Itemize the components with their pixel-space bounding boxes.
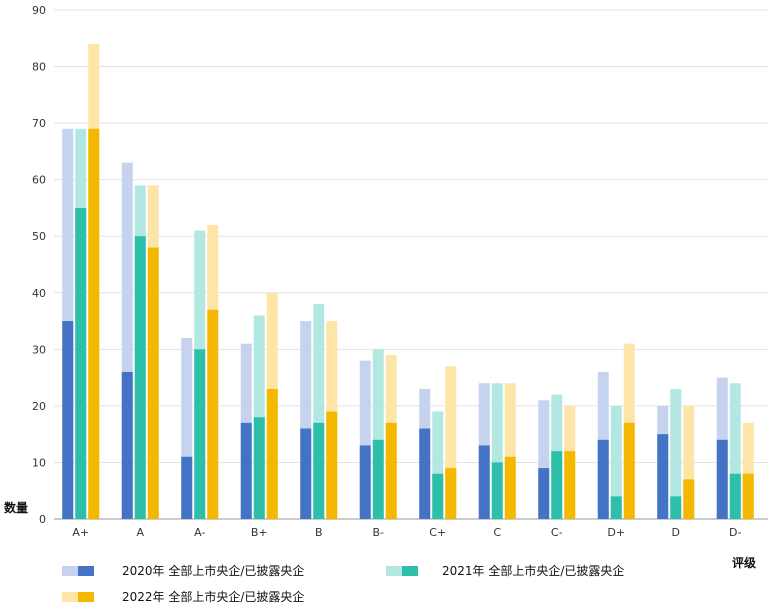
x-tick-label: B+	[251, 526, 268, 539]
bar-2020-disclosed-A+	[62, 321, 74, 519]
bar-2022-disclosed-C+	[445, 468, 457, 519]
x-tick-label: D-	[729, 526, 741, 539]
bar-2022-total-C	[504, 383, 516, 519]
bar-2022-disclosed-C	[504, 456, 516, 519]
y-tick-label: 20	[32, 400, 46, 413]
bar-2020-disclosed-D+	[597, 439, 609, 519]
y-tick-label: 70	[32, 117, 46, 130]
bars	[62, 43, 754, 520]
legend-label-2021: 2021年 全部上市央企/已披露央企	[442, 564, 625, 578]
x-tick-label: A	[136, 526, 144, 539]
x-tick-label: B	[315, 526, 323, 539]
bar-2020-disclosed-B	[300, 428, 312, 519]
x-tick-label: C-	[551, 526, 563, 539]
bar-2020-disclosed-C+	[419, 428, 431, 519]
legend-item-2021: 2021年 全部上市央企/已披露央企	[386, 562, 624, 579]
bar-2022-disclosed-B+	[266, 388, 278, 519]
bar-2022-total-C+	[445, 366, 457, 519]
bar-2020-disclosed-C	[478, 445, 490, 519]
legend-swatch-2021-total	[386, 565, 402, 576]
bar-2021-total-D	[670, 388, 682, 519]
legend-label-2020: 2020年 全部上市央企/已披露央企	[122, 564, 305, 578]
bar-2022-total-D	[683, 405, 695, 519]
bar-2021-disclosed-D+	[610, 496, 622, 519]
bar-2021-total-D+	[610, 405, 622, 519]
bar-2020-total-B	[300, 321, 312, 519]
x-axis: A+ A A- B+ B B- C+ C C- D+ D D-	[72, 526, 741, 539]
y-tick-label: 30	[32, 343, 46, 356]
bar-2020-disclosed-A-	[181, 456, 193, 519]
legend-label-2022: 2022年 全部上市央企/已披露央企	[122, 590, 305, 604]
bar-2020-total-A	[121, 162, 133, 519]
grid-lines	[54, 9, 768, 520]
y-axis: 0 10 20 30 40 50 60 70 80 90	[32, 4, 46, 526]
bar-2021-disclosed-B-	[372, 439, 384, 519]
bar-2020-disclosed-B-	[359, 445, 371, 519]
bar-2021-disclosed-A	[134, 236, 146, 519]
bar-2022-disclosed-A	[147, 247, 159, 520]
bar-2020-disclosed-A	[121, 371, 133, 519]
x-tick-label: A+	[72, 526, 89, 539]
y-tick-label: 40	[32, 287, 46, 300]
bar-2021-disclosed-C	[491, 462, 503, 519]
x-axis-title: 评级	[732, 555, 756, 570]
bar-2021-disclosed-A+	[75, 207, 87, 519]
y-axis-title: 数量	[4, 500, 28, 515]
bar-2021-total-B	[313, 304, 325, 519]
bar-2020-total-C-	[538, 400, 550, 519]
x-tick-label: C+	[429, 526, 446, 539]
bar-2022-disclosed-D+	[623, 422, 635, 519]
x-tick-label: B-	[372, 526, 384, 539]
x-tick-label: C	[493, 526, 501, 539]
bar-2022-disclosed-D-	[742, 473, 754, 519]
bar-2021-disclosed-C-	[551, 451, 563, 519]
legend-swatch-2022-disclosed	[78, 591, 94, 602]
bar-2020-disclosed-B+	[240, 422, 252, 519]
legend-swatch-2021-disclosed	[402, 565, 418, 576]
x-tick-label: D+	[607, 526, 625, 539]
y-tick-label: 10	[32, 456, 46, 469]
y-tick-label: 0	[39, 513, 46, 526]
bar-2020-disclosed-D-	[716, 439, 728, 519]
bar-2022-disclosed-B-	[385, 422, 397, 519]
legend-swatch-2020-disclosed	[78, 565, 94, 576]
x-tick-label: D	[672, 526, 680, 539]
bar-2022-disclosed-A-	[207, 309, 219, 519]
legend-item-2022: 2022年 全部上市央企/已披露央企	[62, 588, 304, 605]
bar-2020-disclosed-C-	[538, 468, 550, 519]
bar-2020-total-A-	[181, 338, 193, 519]
bar-2022-disclosed-D	[683, 479, 695, 519]
bar-2022-disclosed-C-	[564, 451, 576, 519]
legend-item-2020: 2020年 全部上市央企/已披露央企	[62, 562, 304, 579]
bar-2022-total-D-	[742, 422, 754, 519]
bar-2021-disclosed-D-	[729, 473, 741, 519]
bar-2021-disclosed-B+	[253, 417, 265, 519]
bar-2021-disclosed-D	[670, 496, 682, 519]
y-tick-label: 50	[32, 230, 46, 243]
bar-2021-total-D-	[729, 383, 741, 519]
bar-2020-disclosed-D	[657, 434, 669, 519]
bar-2021-disclosed-B	[313, 422, 325, 519]
y-tick-label: 80	[32, 61, 46, 74]
bar-2022-disclosed-A+	[88, 128, 100, 519]
bar-2021-total-B-	[372, 349, 384, 519]
bar-2021-disclosed-A-	[194, 349, 206, 519]
y-tick-label: 60	[32, 174, 46, 187]
bar-2020-total-B-	[359, 360, 371, 519]
legend-swatch-2020-total	[62, 565, 78, 576]
y-tick-label: 90	[32, 4, 46, 17]
bar-2022-disclosed-B	[326, 411, 338, 519]
bar-2021-disclosed-C+	[432, 473, 444, 519]
x-tick-label: A-	[194, 526, 205, 539]
bar-2021-total-C	[491, 383, 503, 519]
legend-swatch-2022-total	[62, 591, 78, 602]
bar-2021-total-C+	[432, 411, 444, 519]
